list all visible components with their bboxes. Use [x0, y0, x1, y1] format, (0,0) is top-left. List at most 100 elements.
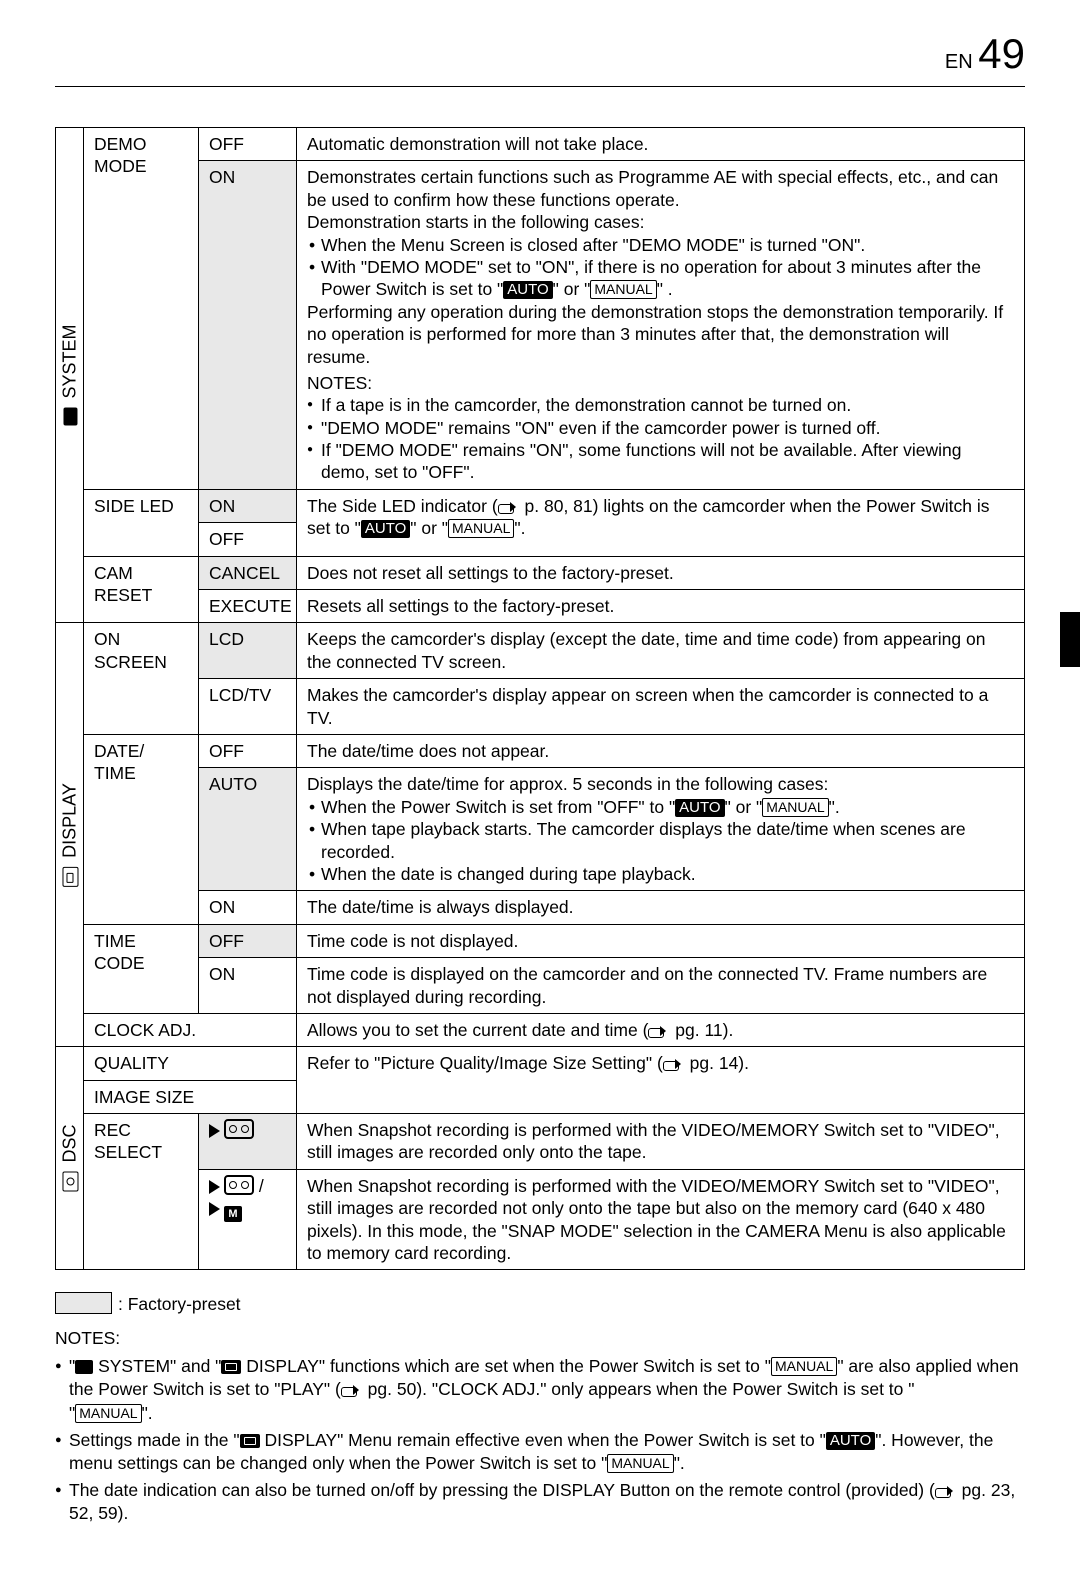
page-lang: EN — [945, 51, 973, 73]
section-dsc: DSC — [56, 1047, 84, 1270]
demo-on-desc: Demonstrates certain functions such as P… — [297, 161, 1025, 489]
pointer-icon — [935, 1484, 957, 1498]
sideled-d3: " or " — [410, 518, 448, 538]
demo-off-val: OFF — [199, 128, 297, 161]
item-clock-adj: CLOCK ADJ. — [84, 1013, 297, 1046]
demo-case2b: " or " — [553, 279, 591, 299]
item-side-led: SIDE LED — [84, 489, 199, 556]
item-image-size: IMAGE SIZE — [84, 1080, 297, 1113]
badge-manual: MANUAL — [762, 798, 828, 817]
dt-auto-intro: Displays the date/time for approx. 5 sec… — [307, 774, 828, 794]
badge-auto: AUTO — [675, 799, 724, 817]
dt-b1a: When the Power Switch is set from "OFF" … — [321, 797, 675, 817]
demo-case1: When the Menu Screen is closed after "DE… — [307, 234, 1014, 256]
section-display-label: DISPLAY — [59, 783, 79, 858]
footer-note-1: " SYSTEM" and " DISPLAY" functions which… — [55, 1355, 1025, 1426]
legend-label: : Factory-preset — [118, 1294, 241, 1314]
item-date-time: DATE/ TIME — [84, 734, 199, 924]
timecode-off-desc: Time code is not displayed. — [297, 924, 1025, 957]
badge-manual: MANUAL — [590, 280, 656, 299]
datetime-on-desc: The date/time is always displayed. — [297, 891, 1025, 924]
fn3a: The date indication can also be turned o… — [69, 1480, 935, 1500]
sideled-d4: ". — [514, 518, 525, 538]
badge-auto: AUTO — [503, 281, 552, 299]
q-d1: Refer to "Picture Quality/Image Size Set… — [307, 1053, 663, 1073]
timecode-off-val: OFF — [199, 924, 297, 957]
system-icon — [63, 408, 77, 426]
display-icon — [240, 1434, 260, 1448]
fn2a: Settings made in the " — [69, 1430, 240, 1450]
pointer-icon — [498, 500, 520, 514]
system-icon — [75, 1360, 93, 1374]
badge-manual: MANUAL — [448, 519, 514, 538]
pointer-icon — [648, 1024, 670, 1038]
badge-auto: AUTO — [826, 1432, 875, 1450]
legend: : Factory-preset — [55, 1292, 1025, 1317]
recselect-tape-desc: When Snapshot recording is performed wit… — [297, 1114, 1025, 1170]
section-display: DISPLAY — [56, 623, 84, 1047]
fn1f: ". — [142, 1403, 153, 1423]
section-system-label: SYSTEM — [59, 325, 79, 399]
footer-note-2: Settings made in the " DISPLAY" Menu rem… — [55, 1429, 1025, 1476]
sideled-on-val: ON — [199, 489, 297, 522]
settings-table: SYSTEM DEMO MODE OFF Automatic demonstra… — [55, 127, 1025, 1270]
item-on-screen: ON SCREEN — [84, 623, 199, 735]
recselect-tape-val — [199, 1114, 297, 1170]
section-system: SYSTEM — [56, 128, 84, 623]
dt-auto-b3: When the date is changed during tape pla… — [307, 863, 1014, 885]
demo-after: Performing any operation during the demo… — [307, 301, 1014, 368]
display-icon — [221, 1360, 241, 1374]
pointer-icon — [663, 1057, 685, 1071]
tape-icon — [224, 1175, 254, 1195]
clockadj-desc: Allows you to set the current date and t… — [297, 1013, 1025, 1046]
camreset-execute-val: EXECUTE — [199, 590, 297, 623]
sideled-desc: The Side LED indicator ( p. 80, 81) ligh… — [297, 489, 1025, 556]
dt-auto-b1: When the Power Switch is set from "OFF" … — [307, 796, 1014, 818]
fn2d: ". — [674, 1453, 685, 1473]
datetime-on-val: ON — [199, 891, 297, 924]
item-quality: QUALITY — [84, 1047, 297, 1080]
datetime-auto-desc: Displays the date/time for approx. 5 sec… — [297, 768, 1025, 891]
dt-b1c: ". — [829, 797, 840, 817]
display-icon — [62, 867, 78, 887]
camreset-execute-desc: Resets all settings to the factory-prese… — [297, 590, 1025, 623]
item-time-code: TIME CODE — [84, 924, 199, 1013]
footer: : Factory-preset NOTES: " SYSTEM" and " … — [55, 1292, 1025, 1526]
quality-desc: Refer to "Picture Quality/Image Size Set… — [297, 1047, 1025, 1114]
q-d2: pg. 14). — [685, 1053, 749, 1073]
camera-icon — [62, 1172, 78, 1192]
badge-manual: MANUAL — [607, 1454, 673, 1473]
fn2b: DISPLAY" Menu remain effective even when… — [260, 1430, 826, 1450]
demo-case2: With "DEMO MODE" set to "ON", if there i… — [307, 256, 1014, 301]
badge-auto: AUTO — [361, 520, 410, 538]
camreset-cancel-desc: Does not reset all settings to the facto… — [297, 556, 1025, 589]
onscreen-lcdtv-val: LCD/TV — [199, 679, 297, 735]
fn1e: pg. 50). "CLOCK ADJ." only appears when … — [363, 1379, 915, 1399]
badge-manual: MANUAL — [771, 1357, 837, 1376]
page-number: 49 — [978, 30, 1025, 77]
demo-on-val: ON — [199, 161, 297, 489]
onscreen-lcd-desc: Keeps the camcorder's display (except th… — [297, 623, 1025, 679]
demo-n3: If "DEMO MODE" remains "ON", some functi… — [307, 439, 1014, 484]
recselect-both-desc: When Snapshot recording is performed wit… — [297, 1169, 1025, 1270]
section-dsc-label: DSC — [59, 1125, 79, 1163]
sideled-d1: The Side LED indicator ( — [307, 496, 498, 516]
timecode-on-desc: Time code is displayed on the camcorder … — [297, 958, 1025, 1014]
pointer-icon — [341, 1383, 363, 1397]
demo-n1: If a tape is in the camcorder, the demon… — [307, 394, 1014, 416]
demo-n2: "DEMO MODE" remains "ON" even if the cam… — [307, 417, 1014, 439]
onscreen-lcd-val: LCD — [199, 623, 297, 679]
arrow-right-icon — [209, 1180, 220, 1194]
item-demo-mode: DEMO MODE — [84, 128, 199, 490]
memory-icon: M — [224, 1206, 242, 1222]
item-cam-reset: CAM RESET — [84, 556, 199, 623]
arrow-right-icon — [209, 1124, 220, 1138]
clk-d2: pg. 11). — [670, 1020, 733, 1040]
footer-notes-title: NOTES: — [55, 1327, 1025, 1351]
side-tab — [1060, 612, 1080, 667]
tape-icon — [224, 1119, 254, 1139]
dt-auto-b2: When tape playback starts. The camcorder… — [307, 818, 1014, 863]
demo-case2c: " . — [657, 279, 673, 299]
dt-b1b: " or " — [725, 797, 763, 817]
sideled-off-val: OFF — [199, 523, 297, 556]
